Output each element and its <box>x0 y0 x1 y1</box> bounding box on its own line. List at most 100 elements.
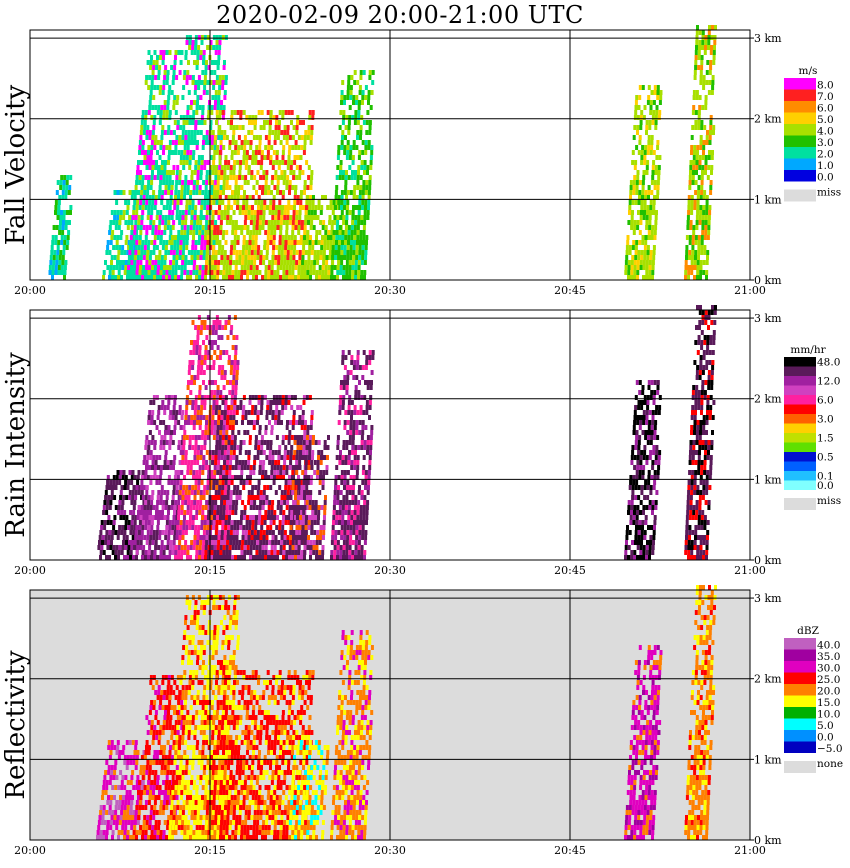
heatmap-cell <box>99 530 103 535</box>
heatmap-cell <box>162 50 166 55</box>
heatmap-cell <box>230 365 234 370</box>
heatmap-cell <box>645 125 649 130</box>
heatmap-cell <box>226 455 230 460</box>
heatmap-cell <box>234 475 237 480</box>
heatmap-cell <box>118 480 122 485</box>
heatmap-cell <box>206 315 210 320</box>
heatmap-cell <box>288 550 292 555</box>
heatmap-cell <box>265 495 269 500</box>
heatmap-cell <box>242 480 246 485</box>
panel-rain-intensity: 20:00 20:15 20:30 20:45 21:000 km1 km2 km3 k… <box>1 305 841 577</box>
heatmap-cell <box>193 130 197 135</box>
heatmap-cell <box>235 460 239 465</box>
heatmap-cell <box>318 270 322 275</box>
heatmap-cell <box>148 130 152 135</box>
heatmap-cell <box>184 410 188 415</box>
heatmap-cell <box>252 275 255 280</box>
heatmap-cell <box>192 545 196 550</box>
heatmap-cell <box>244 210 248 215</box>
heatmap-cell <box>653 185 657 190</box>
heatmap-cell <box>52 260 56 265</box>
heatmap-cell <box>352 140 356 145</box>
heatmap-cell <box>228 145 232 150</box>
heatmap-cell <box>230 240 234 245</box>
heatmap-cell <box>699 145 703 150</box>
heatmap-cell <box>205 460 209 465</box>
heatmap-cell <box>304 130 308 135</box>
heatmap-cell <box>175 255 179 260</box>
heatmap-cell <box>153 275 156 280</box>
heatmap-cell <box>159 145 163 150</box>
heatmap-cell <box>185 75 189 80</box>
heatmap-cell <box>297 135 301 140</box>
heatmap-cell <box>113 235 117 240</box>
heatmap-cell <box>693 145 697 150</box>
heatmap-cell <box>656 145 660 150</box>
heatmap-cell <box>302 245 306 250</box>
heatmap-cell <box>364 205 367 210</box>
heatmap-cell <box>270 475 273 480</box>
heatmap-cell <box>153 555 156 560</box>
heatmap-cell <box>260 110 264 115</box>
heatmap-cell <box>261 185 265 190</box>
heatmap-cell <box>685 250 689 255</box>
heatmap-cell <box>629 185 633 190</box>
heatmap-cell <box>226 260 230 265</box>
heatmap-cell <box>221 235 225 240</box>
heatmap-cell <box>225 475 228 480</box>
heatmap-cell <box>147 150 150 155</box>
heatmap-cell <box>199 220 203 225</box>
heatmap-cell <box>153 50 157 55</box>
heatmap-cell <box>223 500 227 505</box>
heatmap-cell <box>306 545 310 550</box>
heatmap-cell <box>179 520 183 525</box>
heatmap-cell <box>252 515 255 520</box>
colorbar-swatch <box>784 101 816 113</box>
heatmap-cell <box>267 220 271 225</box>
heatmap-cell <box>185 520 189 525</box>
heatmap-cell <box>121 545 125 550</box>
heatmap-cell <box>117 505 121 510</box>
heatmap-cell <box>203 165 207 170</box>
heatmap-cell <box>346 90 350 95</box>
heatmap-cell <box>225 425 229 430</box>
heatmap-cell <box>227 435 231 440</box>
heatmap-cell <box>358 200 362 205</box>
heatmap-cell <box>139 225 143 230</box>
heatmap-cell <box>262 260 266 265</box>
heatmap-cell <box>194 445 198 450</box>
heatmap-cell <box>689 165 693 170</box>
heatmap-cell <box>309 555 312 560</box>
heatmap-cell <box>649 200 653 205</box>
heatmap-cell <box>653 180 657 185</box>
heatmap-cell <box>174 500 178 505</box>
heatmap-cell <box>293 195 297 200</box>
heatmap-cell <box>273 220 277 225</box>
heatmap-cell <box>137 250 141 255</box>
heatmap-cell <box>204 545 208 550</box>
heatmap-cell <box>180 265 184 270</box>
heatmap-cell <box>128 495 132 500</box>
heatmap-cell <box>657 170 661 175</box>
heatmap-cell <box>253 500 257 505</box>
heatmap-cell <box>216 390 220 395</box>
heatmap-cell <box>349 95 353 100</box>
heatmap-cell <box>164 430 167 435</box>
heatmap-cell <box>215 115 219 120</box>
heatmap-cell <box>368 125 372 130</box>
heatmap-cell <box>215 150 219 155</box>
x-tick-label: 20:15 <box>194 284 226 297</box>
heatmap-cell <box>654 225 658 230</box>
heatmap-cell <box>169 195 173 200</box>
heatmap-cell <box>221 445 225 450</box>
heatmap-cell <box>361 100 364 105</box>
heatmap-cell <box>176 520 180 525</box>
heatmap-cell <box>258 555 261 560</box>
heatmap-cell <box>224 445 228 450</box>
heatmap-cell <box>129 275 132 280</box>
heatmap-cell <box>150 140 154 145</box>
heatmap-cell <box>218 195 222 200</box>
heatmap-cell <box>273 475 276 480</box>
heatmap-cell <box>178 250 182 255</box>
heatmap-cell <box>218 435 222 440</box>
